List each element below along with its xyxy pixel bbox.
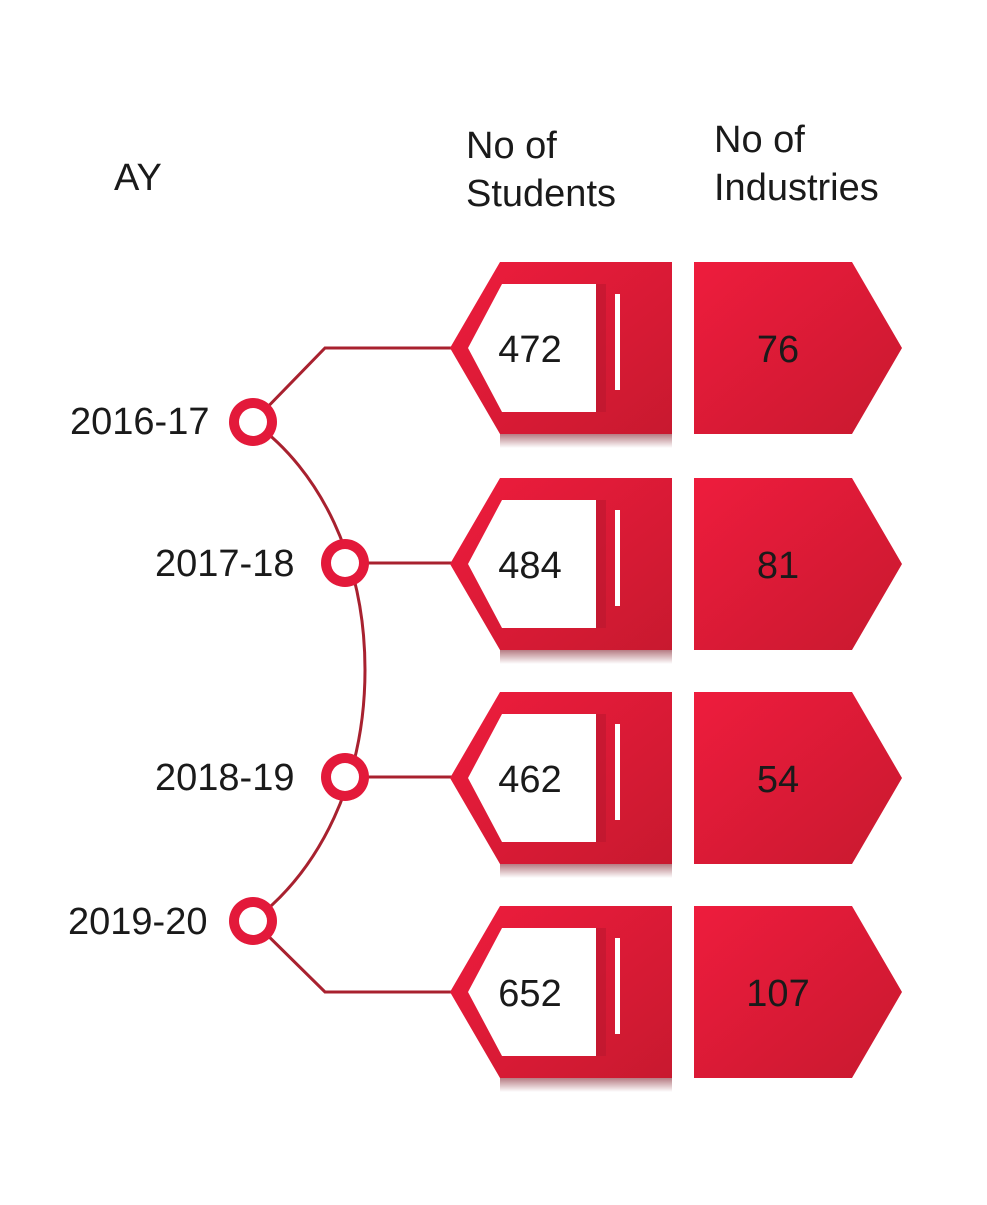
timeline-node-center (331, 763, 359, 791)
industries-value: 81 (757, 545, 799, 587)
students-value: 484 (498, 545, 561, 587)
header-industries-line2: Industries (714, 167, 879, 209)
timeline-node-center (239, 408, 267, 436)
block-shadow (500, 1078, 672, 1092)
panel-shadow (596, 714, 606, 842)
data-row: 462 54 (321, 692, 902, 878)
block-shadow (500, 864, 672, 878)
year-label: 2016-17 (70, 401, 210, 443)
timeline-connectors (251, 346, 452, 994)
year-label: 2017-18 (155, 543, 295, 585)
panel-shadow (596, 284, 606, 412)
connector-line (251, 919, 452, 994)
divider-tick (615, 294, 620, 390)
panel-shadow (596, 500, 606, 628)
students-value: 462 (498, 759, 561, 801)
divider-tick (615, 510, 620, 606)
divider-tick (615, 724, 620, 820)
panel-shadow (596, 928, 606, 1056)
timeline-spine (252, 420, 367, 923)
industries-value: 107 (746, 973, 809, 1015)
header-industries-line1: No of (714, 119, 805, 161)
block-shadow (500, 650, 672, 664)
header-students-line2: Students (466, 173, 616, 215)
students-value-panel (468, 284, 596, 412)
header-industries: No of Industries (714, 116, 879, 212)
industries-block (694, 692, 902, 864)
industries-value: 76 (757, 329, 799, 371)
year-label: 2019-20 (68, 901, 208, 943)
data-row: 472 76 (229, 262, 902, 448)
connector-line (251, 346, 452, 424)
header-students-line1: No of (466, 125, 557, 167)
timeline-node-center (331, 549, 359, 577)
students-value-panel (468, 714, 596, 842)
industries-block (694, 262, 902, 434)
industries-block (694, 906, 902, 1078)
year-label: 2018-19 (155, 757, 295, 799)
industries-block (694, 478, 902, 650)
divider-tick (615, 938, 620, 1034)
students-value: 472 (498, 329, 561, 371)
students-value-panel (468, 928, 596, 1056)
students-value-panel (468, 500, 596, 628)
timeline-node-center (239, 907, 267, 935)
header-students: No of Students (466, 122, 616, 218)
students-value: 652 (498, 973, 561, 1015)
data-row: 484 81 (321, 478, 902, 664)
header-academic-year: AY (114, 157, 162, 199)
block-shadow (500, 434, 672, 448)
data-row: 652 107 (229, 897, 902, 1092)
data-rows: 472 76 484 81 462 54 652 107 (229, 262, 902, 1092)
industries-value: 54 (757, 759, 799, 801)
